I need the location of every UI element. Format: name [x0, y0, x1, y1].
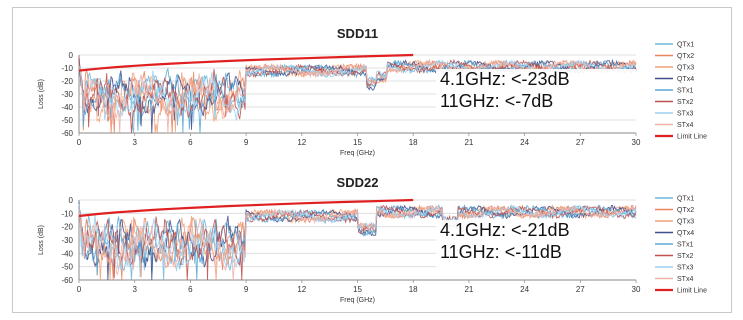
legend-label: Limit Line: [677, 134, 707, 141]
series-line-stx4: [78, 59, 637, 134]
legend-label: QTx1: [677, 196, 694, 203]
series-line-stx1: [78, 59, 637, 134]
annotation-text: 11GHz: <-11dB: [440, 242, 562, 262]
y-axis-label: Loss (dB): [38, 79, 45, 109]
x-tick-label: 3: [132, 285, 137, 294]
legend: QTx1 QTx2 QTx3 QTx4 STx1 STx2 STx3 STx4 Limit Li…: [655, 196, 707, 295]
legend-label: QTx2: [677, 207, 694, 214]
y-tick-label: 0: [69, 196, 74, 205]
x-tick-label: 6: [188, 138, 193, 147]
legend: QTx1 QTx2 QTx3 QTx4 STx1 STx2 STx3 STx4 Limit Li…: [655, 42, 707, 141]
legend-label: STx3: [677, 111, 693, 118]
legend-label: STx1: [677, 88, 693, 95]
x-tick-label: 12: [297, 285, 306, 294]
x-tick-label: 21: [464, 138, 473, 147]
y-tick-label: -50: [61, 263, 73, 272]
annotation-box: [436, 220, 636, 268]
legend-label: QTx3: [677, 65, 694, 72]
y-tick-label: 0: [69, 51, 74, 60]
x-tick-label: 15: [353, 138, 362, 147]
y-tick-label: -10: [61, 209, 73, 218]
chart-panel-sdd22: SDD22 0 -10 -20 -30 -40 -50 -60 0 3 6 9 12 15 18 21 24 27…: [38, 175, 707, 304]
x-axis-label: Freq (GHz): [340, 297, 375, 304]
legend-label: Limit Line: [677, 288, 707, 295]
x-tick-label: 30: [632, 138, 641, 147]
x-tick-label: 18: [409, 285, 418, 294]
legend-label: STx4: [677, 276, 693, 283]
legend-label: QTx3: [677, 219, 694, 226]
x-tick-label: 27: [576, 285, 585, 294]
chart-title: SDD22: [337, 175, 379, 190]
annotation-text: 4.1GHz: <-21dB: [440, 220, 570, 240]
x-tick-label: 24: [520, 285, 529, 294]
chart-panel-sdd11: SDD11 0 -10 -20 -30 -40 -50 -60 0 3 6 9 12 15 18 21 24 27…: [38, 26, 707, 157]
x-tick-label: 0: [77, 138, 82, 147]
series-line-stx4: [78, 204, 637, 281]
x-tick-label: 24: [520, 138, 529, 147]
x-tick-label: 15: [353, 285, 362, 294]
y-tick-label: -40: [61, 103, 73, 112]
series-line-limit-line: [78, 53, 414, 72]
legend-label: QTx4: [677, 76, 694, 83]
y-axis-label: Loss (dB): [38, 225, 45, 255]
y-tick-label: -30: [61, 90, 73, 99]
x-tick-label: 18: [409, 138, 418, 147]
y-tick-label: -20: [61, 77, 73, 86]
legend-label: QTx1: [677, 42, 694, 49]
y-tick-label: -40: [61, 249, 73, 258]
y-tick-label: -20: [61, 223, 73, 232]
legend-label: STx3: [677, 265, 693, 272]
annotation-text: 11GHz: <-7dB: [440, 91, 553, 111]
series-line-limit-line: [78, 198, 414, 218]
legend-label: QTx2: [677, 53, 694, 60]
legend-label: STx2: [677, 253, 693, 260]
x-tick-label: 27: [576, 138, 585, 147]
y-tick-label: -10: [61, 64, 73, 73]
chart-title: SDD11: [337, 26, 378, 41]
x-tick-label: 30: [632, 285, 641, 294]
x-axis-label: Freq (GHz): [340, 150, 375, 157]
annotation-text: 4.1GHz: <-23dB: [440, 69, 570, 89]
x-tick-label: 3: [132, 138, 137, 147]
x-tick-label: 9: [244, 138, 249, 147]
y-tick-label: -30: [61, 236, 73, 245]
legend-label: STx4: [677, 122, 693, 129]
annotation-box: [436, 69, 636, 117]
x-tick-label: 12: [297, 138, 306, 147]
legend-label: STx2: [677, 99, 693, 106]
y-tick-label: -60: [61, 276, 73, 285]
x-tick-label: 9: [244, 285, 249, 294]
x-tick-label: 21: [464, 285, 473, 294]
x-tick-label: 0: [77, 285, 82, 294]
x-tick-label: 6: [188, 285, 193, 294]
legend-label: QTx4: [677, 230, 694, 237]
y-tick-label: -60: [61, 129, 73, 138]
legend-label: STx1: [677, 242, 693, 249]
y-tick-label: -50: [61, 116, 73, 125]
